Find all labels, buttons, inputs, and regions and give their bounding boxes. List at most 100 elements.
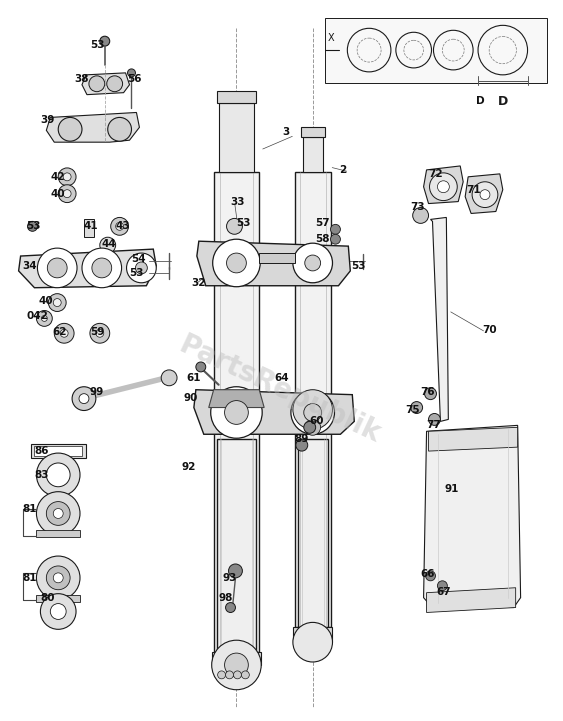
Text: 43: 43: [115, 221, 130, 231]
Text: 042: 042: [26, 311, 48, 322]
Text: 34: 34: [23, 261, 37, 271]
Text: 32: 32: [191, 278, 205, 288]
Circle shape: [127, 253, 157, 283]
Polygon shape: [301, 128, 325, 137]
Circle shape: [53, 573, 63, 583]
Circle shape: [100, 237, 115, 253]
Circle shape: [425, 388, 436, 399]
Text: X: X: [328, 33, 334, 43]
Circle shape: [226, 253, 247, 273]
Text: 2: 2: [339, 165, 347, 175]
Text: 41: 41: [84, 221, 99, 231]
Text: 72: 72: [428, 169, 443, 179]
Circle shape: [426, 571, 435, 581]
Circle shape: [225, 653, 248, 677]
Circle shape: [58, 185, 76, 203]
Circle shape: [90, 324, 110, 343]
Polygon shape: [209, 390, 264, 407]
Polygon shape: [465, 174, 503, 213]
Circle shape: [437, 181, 449, 193]
Circle shape: [48, 293, 66, 311]
Circle shape: [108, 118, 132, 141]
Text: 93: 93: [222, 572, 237, 583]
Text: 58: 58: [316, 234, 330, 244]
Polygon shape: [214, 172, 259, 652]
Circle shape: [28, 221, 37, 231]
Text: 77: 77: [427, 420, 441, 430]
Circle shape: [47, 258, 67, 278]
Text: 42: 42: [50, 172, 65, 182]
Text: 40: 40: [50, 189, 65, 199]
Text: 53: 53: [351, 261, 366, 271]
Text: 59: 59: [90, 327, 104, 337]
Polygon shape: [19, 249, 157, 288]
Circle shape: [42, 316, 47, 322]
Text: 73: 73: [411, 202, 425, 211]
Circle shape: [37, 453, 80, 497]
Circle shape: [430, 173, 457, 200]
Bar: [325, 19, 547, 83]
Circle shape: [211, 386, 262, 438]
Text: 86: 86: [34, 446, 49, 456]
Polygon shape: [427, 588, 516, 612]
Circle shape: [63, 173, 71, 181]
Circle shape: [72, 386, 96, 410]
Text: 56: 56: [128, 74, 142, 84]
Circle shape: [212, 640, 261, 690]
Circle shape: [304, 421, 316, 433]
Circle shape: [330, 234, 341, 244]
Polygon shape: [293, 627, 333, 642]
Text: 54: 54: [132, 254, 146, 264]
Polygon shape: [423, 425, 521, 608]
Circle shape: [428, 413, 440, 425]
Circle shape: [304, 404, 321, 421]
Text: 60: 60: [310, 417, 324, 426]
Circle shape: [100, 36, 110, 46]
Polygon shape: [212, 652, 261, 665]
Circle shape: [63, 190, 71, 198]
Bar: [37, 531, 80, 537]
Circle shape: [89, 76, 105, 92]
Bar: [259, 253, 295, 263]
Circle shape: [305, 255, 320, 271]
Circle shape: [293, 243, 333, 283]
Circle shape: [115, 222, 123, 230]
Text: 64: 64: [274, 373, 289, 383]
Text: 98: 98: [218, 593, 233, 603]
Bar: [34, 446, 82, 456]
Circle shape: [411, 402, 423, 413]
Text: 40: 40: [38, 296, 53, 306]
Text: 61: 61: [186, 373, 200, 383]
Text: 33: 33: [230, 197, 245, 207]
Circle shape: [46, 463, 70, 487]
Circle shape: [330, 224, 341, 234]
Polygon shape: [217, 91, 256, 102]
Circle shape: [46, 502, 70, 526]
Bar: [30, 444, 86, 458]
Text: 39: 39: [41, 115, 55, 125]
Circle shape: [472, 182, 498, 208]
Text: 81: 81: [23, 572, 37, 583]
Circle shape: [229, 564, 243, 578]
Text: 80: 80: [41, 593, 55, 603]
Circle shape: [41, 593, 76, 629]
Text: 71: 71: [466, 185, 481, 195]
Text: 99: 99: [90, 386, 104, 397]
Text: 75: 75: [405, 404, 419, 415]
Polygon shape: [217, 439, 256, 652]
Circle shape: [226, 671, 234, 679]
Circle shape: [58, 168, 76, 186]
Text: 92: 92: [181, 462, 195, 472]
Polygon shape: [298, 439, 328, 627]
Circle shape: [92, 258, 111, 278]
Text: 57: 57: [316, 218, 330, 229]
Polygon shape: [82, 73, 129, 94]
Text: 53: 53: [129, 268, 144, 278]
Circle shape: [136, 262, 148, 274]
Circle shape: [53, 508, 63, 518]
Text: 67: 67: [436, 587, 451, 597]
Circle shape: [480, 190, 490, 200]
Circle shape: [37, 248, 77, 288]
Polygon shape: [194, 390, 354, 434]
Text: 83: 83: [34, 470, 49, 480]
